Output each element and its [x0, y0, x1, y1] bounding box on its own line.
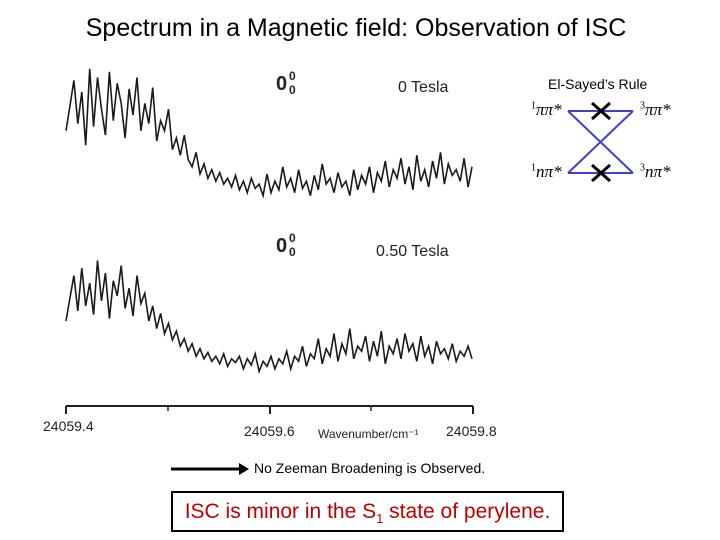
x-tick-label-0: 24059.4	[43, 418, 94, 434]
forbidden-mark-top	[591, 101, 611, 121]
band-label-top-sup: 0	[289, 69, 296, 83]
band-label-top-main: 0	[276, 73, 287, 95]
zeeman-note: No Zeeman Broadening is Observed.	[254, 460, 486, 476]
band-label-top: 0 0 0	[276, 69, 296, 97]
x-tick-label-1: 24059.6	[244, 423, 295, 439]
band-label-bottom-sub: 0	[289, 245, 296, 259]
note-arrowhead	[239, 463, 249, 475]
arrow-cross-up	[567, 110, 634, 174]
x-axis-label: Wavenumber/cm⁻¹	[318, 427, 419, 441]
band-label-bottom: 0 0 0	[276, 231, 296, 259]
term-singlet-pi-pi: 1ππ*	[531, 100, 562, 119]
term-triplet-n-pi: 3nπ*	[640, 162, 671, 181]
band-label-top-sub: 0	[289, 83, 296, 97]
term-triplet-pi-pi: 3ππ*	[640, 100, 671, 119]
band-label-bottom-main: 0	[276, 235, 287, 257]
spectrum-trace-0-tesla	[65, 68, 473, 199]
series-label-top: 0 Tesla	[398, 79, 449, 96]
forbidden-mark-bottom	[591, 163, 611, 183]
band-label-bottom-sup: 0	[289, 231, 296, 245]
el-sayed-diagram	[567, 101, 634, 183]
el-sayed-title: El-Sayed’s Rule	[548, 76, 648, 92]
conclusion-box: ISC is minor in the S1 state of perylene…	[171, 491, 564, 532]
term-singlet-n-pi: 1nπ*	[531, 162, 562, 181]
series-label-bottom: 0.50 Tesla	[376, 243, 449, 260]
x-tick-label-2: 24059.8	[446, 423, 497, 439]
slide-title: Spectrum in a Magnetic field: Observatio…	[85, 14, 627, 42]
spectrum-trace-0.50-tesla	[65, 260, 473, 375]
